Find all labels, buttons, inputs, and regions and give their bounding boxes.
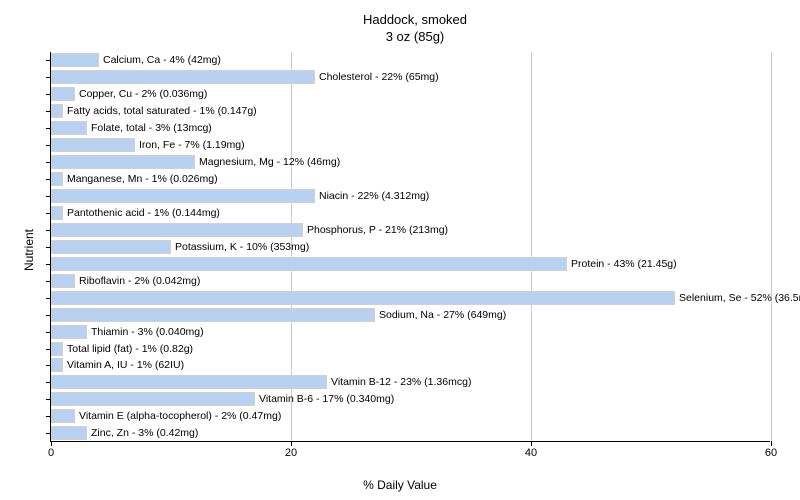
nutrient-bar [51,358,63,372]
chart-title: Haddock, smoked 3 oz (85g) [50,12,780,46]
nutrient-bar [51,325,87,339]
bar-row: Vitamin E (alpha-tocopherol) - 2% (0.47m… [51,409,281,423]
nutrient-bar-label: Protein - 43% (21.45g) [571,258,677,270]
chart-container: Haddock, smoked 3 oz (85g) Nutrient 0204… [0,0,800,500]
plot-area: 0204060Calcium, Ca - 4% (42mg)Cholestero… [50,52,770,442]
bar-row: Folate, total - 3% (13mcg) [51,121,212,135]
nutrient-bar [51,104,63,118]
nutrient-bar [51,172,63,186]
nutrient-bar-label: Pantothenic acid - 1% (0.144mg) [67,207,220,219]
nutrient-bar [51,189,315,203]
bar-row: Selenium, Se - 52% (36.5mcg) [51,291,800,305]
bar-row: Riboflavin - 2% (0.042mg) [51,274,200,288]
nutrient-bar-label: Calcium, Ca - 4% (42mg) [103,54,221,66]
chart-title-line1: Haddock, smoked [50,12,780,29]
gridline [531,52,532,441]
bar-row: Vitamin B-6 - 17% (0.340mg) [51,392,394,406]
bar-row: Total lipid (fat) - 1% (0.82g) [51,342,193,356]
nutrient-bar [51,240,171,254]
nutrient-bar [51,257,567,271]
nutrient-bar-label: Niacin - 22% (4.312mg) [319,190,429,202]
nutrient-bar-label: Riboflavin - 2% (0.042mg) [79,275,200,287]
nutrient-bar-label: Fatty acids, total saturated - 1% (0.147… [67,105,257,117]
nutrient-bar [51,409,75,423]
bar-row: Copper, Cu - 2% (0.036mg) [51,87,207,101]
x-tick-label: 20 [285,447,297,459]
nutrient-bar-label: Selenium, Se - 52% (36.5mcg) [679,292,800,304]
bar-row: Pantothenic acid - 1% (0.144mg) [51,206,220,220]
nutrient-bar [51,308,375,322]
bar-row: Vitamin A, IU - 1% (62IU) [51,358,184,372]
bar-row: Potassium, K - 10% (353mg) [51,240,309,254]
x-tick-label: 0 [48,447,54,459]
x-tick-mark [531,441,532,446]
y-axis-label: Nutrient [22,229,36,271]
nutrient-bar-label: Potassium, K - 10% (353mg) [175,241,309,253]
nutrient-bar-label: Vitamin B-12 - 23% (1.36mcg) [331,376,471,388]
nutrient-bar [51,138,135,152]
bar-row: Phosphorus, P - 21% (213mg) [51,223,448,237]
nutrient-bar [51,375,327,389]
x-axis-label: % Daily Value [363,478,437,492]
x-tick-mark [291,441,292,446]
bar-row: Vitamin B-12 - 23% (1.36mcg) [51,375,471,389]
nutrient-bar [51,206,63,220]
nutrient-bar-label: Cholesterol - 22% (65mg) [319,71,439,83]
nutrient-bar [51,342,63,356]
nutrient-bar-label: Magnesium, Mg - 12% (46mg) [199,156,340,168]
nutrient-bar-label: Vitamin E (alpha-tocopherol) - 2% (0.47m… [79,410,281,422]
x-tick-mark [771,441,772,446]
nutrient-bar-label: Zinc, Zn - 3% (0.42mg) [91,427,198,439]
bar-row: Manganese, Mn - 1% (0.026mg) [51,172,218,186]
nutrient-bar-label: Thiamin - 3% (0.040mg) [91,326,204,338]
bar-row: Zinc, Zn - 3% (0.42mg) [51,426,198,440]
nutrient-bar [51,53,99,67]
nutrient-bar-label: Folate, total - 3% (13mcg) [91,122,212,134]
nutrient-bar [51,426,87,440]
x-tick-label: 60 [765,447,777,459]
nutrient-bar-label: Phosphorus, P - 21% (213mg) [307,224,448,236]
chart-title-line2: 3 oz (85g) [50,29,780,46]
bar-row: Protein - 43% (21.45g) [51,257,677,271]
nutrient-bar [51,274,75,288]
nutrient-bar [51,121,87,135]
bar-row: Thiamin - 3% (0.040mg) [51,325,204,339]
bar-row: Magnesium, Mg - 12% (46mg) [51,155,340,169]
nutrient-bar-label: Vitamin A, IU - 1% (62IU) [67,359,184,371]
nutrient-bar [51,155,195,169]
nutrient-bar-label: Iron, Fe - 7% (1.19mg) [139,139,245,151]
nutrient-bar [51,87,75,101]
bar-row: Fatty acids, total saturated - 1% (0.147… [51,104,257,118]
bar-row: Cholesterol - 22% (65mg) [51,70,439,84]
nutrient-bar-label: Vitamin B-6 - 17% (0.340mg) [259,393,394,405]
nutrient-bar [51,223,303,237]
nutrient-bar-label: Copper, Cu - 2% (0.036mg) [79,88,207,100]
nutrient-bar [51,70,315,84]
nutrient-bar [51,392,255,406]
bar-row: Sodium, Na - 27% (649mg) [51,308,506,322]
x-tick-mark [51,441,52,446]
gridline [771,52,772,441]
x-tick-label: 40 [525,447,537,459]
bar-row: Iron, Fe - 7% (1.19mg) [51,138,245,152]
nutrient-bar [51,291,675,305]
nutrient-bar-label: Sodium, Na - 27% (649mg) [379,309,506,321]
bar-row: Calcium, Ca - 4% (42mg) [51,53,221,67]
nutrient-bar-label: Manganese, Mn - 1% (0.026mg) [67,173,218,185]
nutrient-bar-label: Total lipid (fat) - 1% (0.82g) [67,343,193,355]
bar-row: Niacin - 22% (4.312mg) [51,189,429,203]
